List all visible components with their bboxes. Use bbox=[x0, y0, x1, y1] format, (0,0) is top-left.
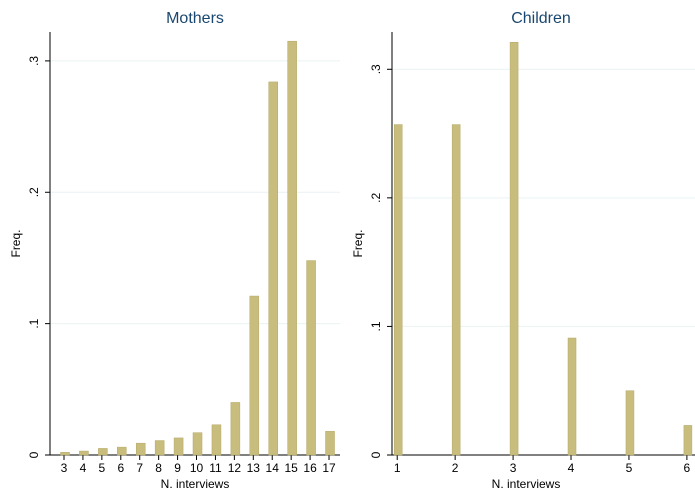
x-tick-label: 11 bbox=[209, 461, 222, 475]
bar bbox=[230, 402, 241, 456]
bar bbox=[325, 431, 335, 456]
x-tick-label: 15 bbox=[284, 461, 298, 475]
x-tick-label: 14 bbox=[266, 461, 280, 475]
bar bbox=[509, 42, 519, 456]
bar bbox=[393, 124, 403, 456]
bar bbox=[135, 442, 146, 456]
x-tick-label: 5 bbox=[99, 461, 106, 475]
x-tick-label: 6 bbox=[684, 461, 691, 475]
y-tick-label: .2 bbox=[369, 193, 383, 203]
y-tick-label: .3 bbox=[27, 56, 41, 66]
bar bbox=[79, 450, 89, 456]
y-axis-label: Freq. bbox=[9, 229, 23, 257]
bar bbox=[249, 295, 260, 456]
x-tick-label: 3 bbox=[510, 461, 517, 475]
bar bbox=[173, 437, 184, 456]
y-tick-label: .1 bbox=[27, 318, 41, 328]
chart-title: Children bbox=[511, 10, 571, 27]
x-tick-label: 4 bbox=[80, 461, 87, 475]
chart-title: Mothers bbox=[166, 10, 224, 27]
bar bbox=[625, 390, 635, 456]
bar bbox=[154, 440, 165, 456]
bar bbox=[60, 452, 70, 456]
bar bbox=[98, 448, 108, 456]
y-tick-label: .3 bbox=[369, 64, 383, 74]
x-tick-label: 12 bbox=[228, 461, 242, 475]
y-tick-label: 0 bbox=[369, 451, 383, 458]
x-axis-label: N. interviews bbox=[492, 477, 561, 491]
x-tick-label: 4 bbox=[568, 461, 575, 475]
bar bbox=[268, 81, 278, 456]
x-tick-label: 16 bbox=[303, 461, 317, 475]
x-tick-label: 17 bbox=[322, 461, 336, 475]
x-tick-label: 7 bbox=[136, 461, 143, 475]
bar bbox=[451, 124, 461, 456]
bar bbox=[192, 432, 203, 456]
y-tick-label: 0 bbox=[27, 451, 41, 458]
x-axis-label: N. interviews bbox=[161, 477, 230, 491]
x-tick-label: 9 bbox=[174, 461, 181, 475]
y-axis-label: Freq. bbox=[351, 229, 365, 257]
x-tick-label: 1 bbox=[394, 461, 401, 475]
bar bbox=[211, 424, 222, 456]
x-tick-label: 13 bbox=[247, 461, 261, 475]
bar bbox=[117, 446, 127, 456]
y-tick-label: .1 bbox=[369, 321, 383, 331]
y-tick-label: .2 bbox=[27, 187, 41, 197]
x-tick-label: 10 bbox=[190, 461, 204, 475]
x-tick-label: 2 bbox=[452, 461, 459, 475]
x-tick-label: 3 bbox=[61, 461, 68, 475]
bar bbox=[287, 40, 297, 456]
bar bbox=[683, 425, 693, 456]
bar bbox=[306, 260, 316, 456]
bar bbox=[567, 337, 577, 456]
x-tick-label: 8 bbox=[155, 461, 162, 475]
x-tick-label: 6 bbox=[117, 461, 124, 475]
x-tick-label: 5 bbox=[626, 461, 633, 475]
